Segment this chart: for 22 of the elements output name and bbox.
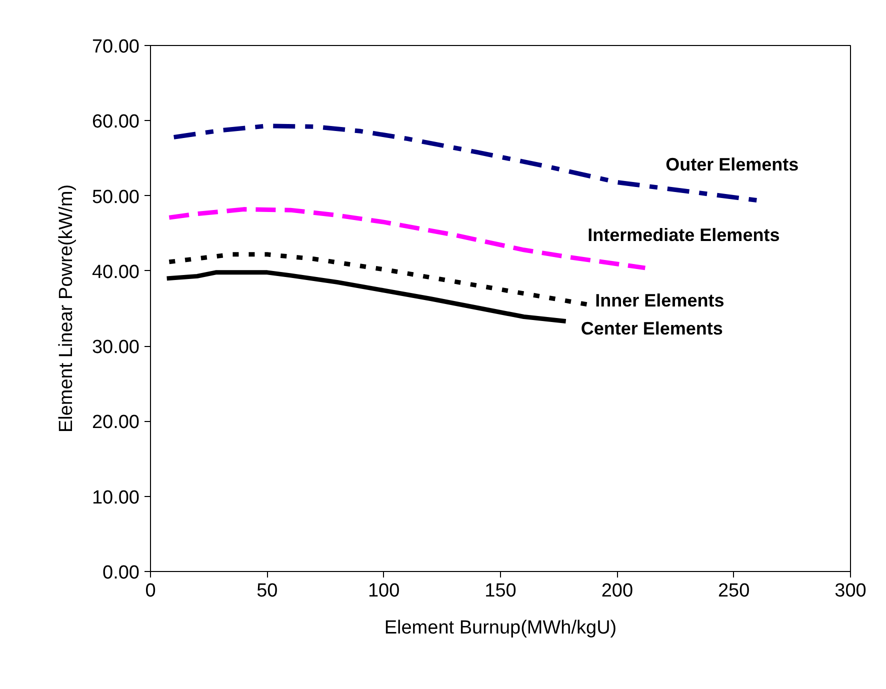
y-tick-label: 0.00 (102, 562, 140, 584)
y-tick-label: 10.00 (92, 487, 140, 508)
series-label: Intermediate Elements (588, 224, 780, 245)
x-tick-label: 250 (718, 580, 750, 602)
series-label: Outer Elements (666, 154, 799, 174)
line-series (164, 270, 568, 324)
y-tick-label: 60.00 (92, 112, 140, 133)
series-label: Inner Elements (595, 290, 724, 311)
y-tick-label: 50.00 (92, 186, 140, 208)
y-tick-label: 40.00 (92, 262, 140, 283)
x-tick-label: 0 (145, 580, 156, 602)
y-axis-title: Element Linear Powre(kW/m) (56, 184, 77, 433)
x-axis-title: Element Burnup(MWh/kgU) (384, 618, 617, 638)
y-tick-label: 20.00 (92, 412, 140, 434)
x-tick-label: 200 (601, 580, 634, 602)
x-tick-label: 300 (834, 580, 866, 602)
y-tick-label: 30.00 (92, 337, 140, 358)
x-tick-label: 100 (368, 580, 400, 602)
y-tick-label: 70.00 (92, 36, 140, 58)
series-label: Center Elements (580, 318, 723, 338)
x-tick-label: 50 (256, 580, 278, 602)
x-tick-label: 150 (484, 580, 516, 602)
